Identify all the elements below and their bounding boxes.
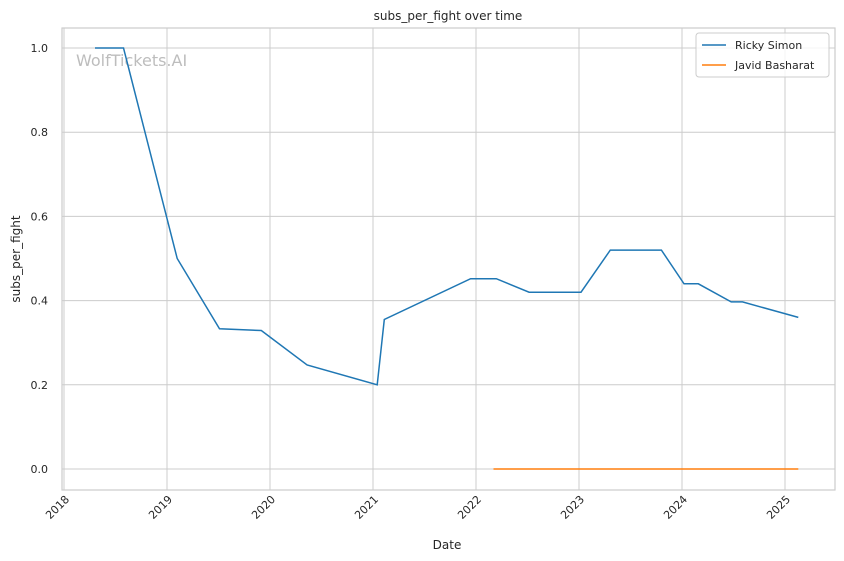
x-tick-label: 2018 [43, 493, 72, 522]
x-tick-label: 2025 [764, 493, 793, 522]
x-tick-label: 2021 [352, 493, 381, 522]
x-tick-label: 2023 [558, 493, 587, 522]
y-tick-label: 0.8 [31, 126, 49, 139]
x-axis-label: Date [433, 538, 462, 552]
y-tick-label: 0.0 [31, 463, 49, 476]
x-tick-label: 2019 [146, 493, 175, 522]
y-tick-label: 0.6 [31, 210, 49, 223]
plot-frame [61, 27, 836, 491]
y-tick-label: 0.2 [31, 379, 49, 392]
y-tick-label: 0.4 [31, 295, 49, 308]
x-tick-label: 2024 [661, 493, 690, 522]
legend: Ricky Simon Javid Basharat [695, 32, 830, 78]
x-tick-label: 2022 [455, 493, 484, 522]
y-axis-label: subs_per_fight [9, 215, 23, 302]
legend-label-javid-basharat: Javid Basharat [734, 59, 815, 72]
series-line-ricky-simon [95, 47, 799, 386]
y-tick-label: 1.0 [31, 42, 49, 55]
watermark: WolfTickets.AI [76, 51, 187, 70]
chart-title: subs_per_fight over time [374, 9, 523, 23]
x-tick-label: 2020 [249, 493, 278, 522]
legend-label-ricky-simon: Ricky Simon [735, 39, 802, 52]
